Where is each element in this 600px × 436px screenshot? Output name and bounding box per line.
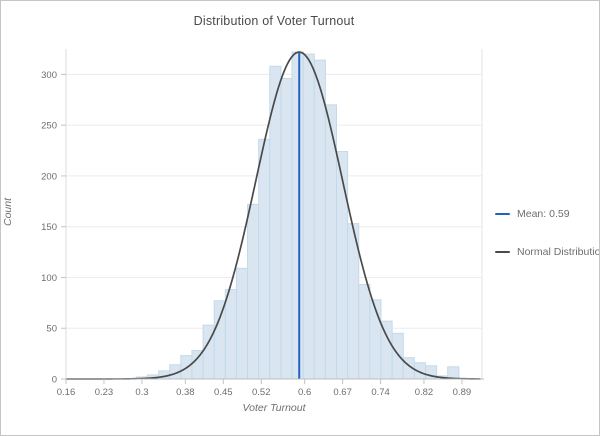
histogram-bar	[247, 203, 260, 380]
legend-label-normal-distribution: Normal Distribution	[517, 246, 600, 258]
histogram-bar	[258, 138, 271, 380]
y-tick-label: 200	[41, 171, 57, 182]
histogram-bar	[369, 299, 382, 380]
x-tick-label: 0.89	[453, 387, 472, 398]
y-tick-label: 250	[41, 121, 57, 132]
histogram-bar	[280, 77, 293, 380]
x-tick-label: 0.67	[333, 387, 352, 398]
x-tick-label: 0.38	[176, 387, 195, 398]
x-tick-label: 0.45	[214, 387, 233, 398]
histogram-bar	[291, 51, 304, 380]
legend-item-mean: Mean: 0.59	[495, 207, 599, 221]
x-tick-label: 0.74	[371, 387, 390, 398]
chart-title: Distribution of Voter Turnout	[193, 14, 355, 28]
histogram-bar	[358, 284, 371, 380]
histogram-bar	[447, 366, 460, 380]
x-tick-label: 0.23	[95, 387, 114, 398]
normal-distribution-swatch	[495, 251, 510, 253]
x-tick-label: 0.3	[135, 387, 148, 398]
y-tick-label: 300	[41, 70, 57, 81]
histogram-bar	[302, 53, 315, 380]
x-axis-title: Voter Turnout	[242, 402, 306, 414]
histogram-bar	[380, 320, 393, 380]
y-tick-label: 100	[41, 273, 57, 284]
x-tick-label: 0.6	[298, 387, 311, 398]
legend: Mean: 0.59 Normal Distribution	[495, 207, 600, 283]
y-tick-label: 50	[46, 324, 57, 335]
histogram-bar	[191, 350, 204, 380]
histogram-bar	[336, 151, 349, 380]
histogram-bar	[391, 332, 404, 380]
x-tick-label: 0.82	[415, 387, 434, 398]
x-tick-label: 0.52	[252, 387, 271, 398]
y-axis-title: Count	[2, 197, 14, 227]
mean-line-swatch	[495, 213, 510, 215]
histogram-bar	[313, 59, 326, 380]
y-tick-label: 150	[41, 222, 57, 233]
histogram-bar	[213, 300, 226, 380]
legend-item-normal-distribution: Normal Distribution	[495, 245, 600, 259]
y-tick-label: 0	[52, 375, 57, 386]
histogram-bar	[224, 289, 237, 380]
histogram-bar	[235, 267, 249, 380]
legend-label-mean: Mean: 0.59	[517, 208, 570, 220]
x-tick-label: 0.16	[57, 387, 76, 398]
